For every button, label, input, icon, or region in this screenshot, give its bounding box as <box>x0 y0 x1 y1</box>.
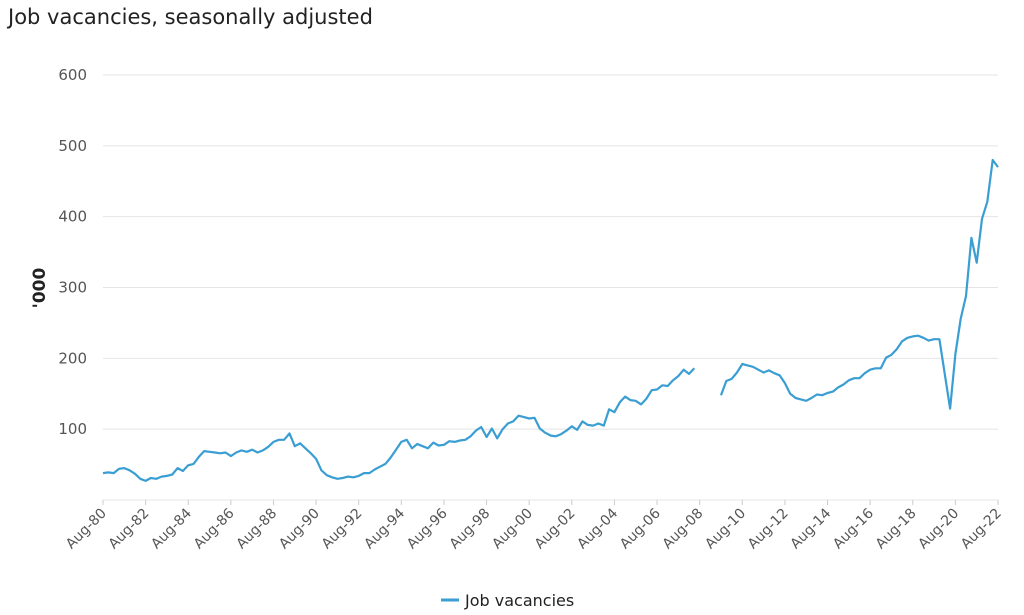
series-line-job-vacancies <box>102 367 696 482</box>
legend[interactable]: Job vacancies <box>441 591 574 610</box>
y-axis-label: '000 <box>30 267 50 308</box>
x-tick-label: Aug-16 <box>830 505 877 552</box>
x-tick-label: Aug-22 <box>958 506 1005 553</box>
gridlines <box>103 74 998 430</box>
series-lines <box>102 158 999 482</box>
legend-label-job-vacancies: Job vacancies <box>464 591 574 610</box>
y-tick-label: 300 <box>58 279 87 297</box>
x-tick-label: Aug-92 <box>319 506 366 553</box>
x-tick-label: Aug-12 <box>745 506 792 553</box>
x-tick-label: Aug-20 <box>915 506 962 553</box>
series-line-job-vacancies <box>719 158 999 410</box>
x-tick-label: Aug-18 <box>873 506 920 553</box>
x-tick-label: Aug-94 <box>361 505 408 552</box>
x-tick-label: Aug-90 <box>276 506 323 553</box>
x-tick-label: Aug-02 <box>532 506 579 553</box>
x-tick-label: Aug-96 <box>404 505 451 552</box>
x-axis-ticks: Aug-80Aug-82Aug-84Aug-86Aug-88Aug-90Aug-… <box>63 500 1005 552</box>
x-tick-label: Aug-86 <box>191 505 238 552</box>
y-tick-label: 200 <box>58 349 87 367</box>
x-tick-label: Aug-00 <box>489 506 536 553</box>
y-axis-ticks: 100 200 300 400 500 600 <box>58 66 87 438</box>
x-tick-label: Aug-84 <box>148 505 195 552</box>
x-tick-label: Aug-04 <box>574 505 621 552</box>
x-tick-label: Aug-06 <box>617 505 664 552</box>
x-tick-label: Aug-10 <box>702 506 749 553</box>
y-tick-label: 400 <box>58 208 87 226</box>
x-tick-label: Aug-08 <box>660 506 707 553</box>
chart-title: Job vacancies, seasonally adjusted <box>8 5 373 29</box>
x-tick-label: Aug-98 <box>447 506 494 553</box>
x-tick-label: Aug-80 <box>63 506 110 553</box>
y-tick-label: 500 <box>58 137 87 155</box>
y-tick-label: 100 <box>58 420 87 438</box>
y-tick-label: 600 <box>58 66 87 84</box>
x-tick-label: Aug-14 <box>788 505 835 552</box>
x-tick-label: Aug-82 <box>106 506 153 553</box>
x-tick-label: Aug-88 <box>233 506 280 553</box>
